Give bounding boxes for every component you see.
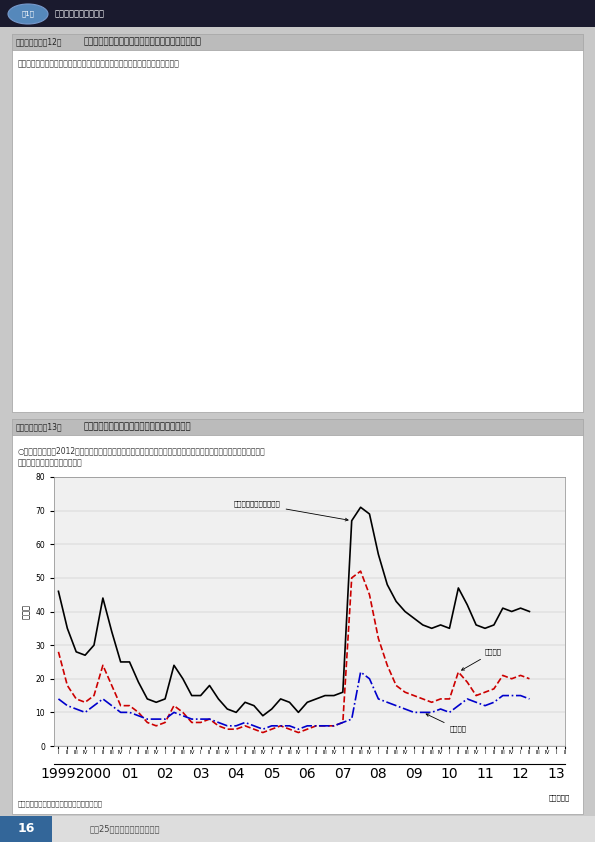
Text: 雇用調整実施事業所割合: 雇用調整実施事業所割合	[234, 501, 348, 521]
Text: 第１－（１）－12図: 第１－（１）－12図	[16, 38, 62, 46]
Bar	[0, 816, 595, 842]
Text: 平成25年版　労働経済の分析: 平成25年版 労働経済の分析	[90, 824, 161, 834]
Bar	[12, 419, 583, 435]
Text: ○　製造業では、2012年において残業規制を行った事業所の割合は上昇しており、また配置転換を行った事業所の: ○ 製造業では、2012年において残業規制を行った事業所の割合は上昇しており、ま…	[18, 446, 266, 456]
Text: 製造業における雇用調整実施事業所割合の推移: 製造業における雇用調整実施事業所割合の推移	[84, 423, 192, 431]
Text: 資料出所　厚生労働省「労働経済動向調査」: 資料出所 厚生労働省「労働経済動向調査」	[18, 801, 103, 807]
Bar	[0, 816, 52, 842]
Text: 16: 16	[17, 823, 35, 835]
Ellipse shape	[8, 4, 48, 24]
Bar	[12, 34, 583, 412]
Bar	[0, 0, 595, 27]
Y-axis label: （％）: （％）	[22, 604, 31, 619]
Text: 労働経済の推移と特徴: 労働経済の推移と特徴	[55, 9, 105, 19]
Text: 配置転換: 配置転換	[426, 714, 466, 733]
Text: 第１－（１）－13図: 第１－（１）－13図	[16, 423, 62, 431]
Text: （年・期）: （年・期）	[549, 794, 570, 801]
Text: 過去の後退期と比較して労働投入に対する総実労働時間の減少寄与は小さい。: 過去の後退期と比較して労働投入に対する総実労働時間の減少寄与は小さい。	[18, 60, 180, 68]
Text: 第1章: 第1章	[21, 10, 35, 17]
Bar	[12, 419, 583, 814]
Text: 過去の後退期と比較した生産水準と労働投入の関係: 過去の後退期と比較した生産水準と労働投入の関係	[84, 38, 202, 46]
Text: 割合は高止まりしている。: 割合は高止まりしている。	[18, 459, 83, 467]
Bar	[12, 34, 583, 50]
Text: 残業規制: 残業規制	[462, 648, 502, 670]
